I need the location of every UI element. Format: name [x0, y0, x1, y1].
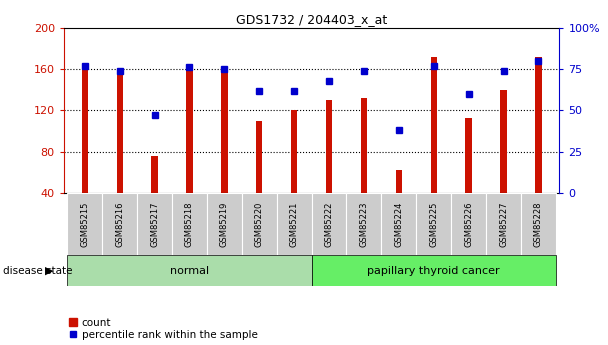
- Bar: [500, 90, 506, 193]
- Text: papillary thyroid cancer: papillary thyroid cancer: [367, 266, 500, 276]
- Bar: [277, 193, 311, 255]
- Bar: [381, 193, 416, 255]
- Title: GDS1732 / 204403_x_at: GDS1732 / 204403_x_at: [236, 13, 387, 27]
- Bar: [521, 193, 556, 255]
- Text: disease state: disease state: [3, 266, 72, 276]
- Bar: [67, 193, 102, 255]
- Bar: [535, 57, 542, 193]
- Bar: [242, 193, 277, 255]
- Text: GSM85226: GSM85226: [464, 201, 473, 247]
- Bar: [311, 255, 556, 286]
- Text: GSM85228: GSM85228: [534, 201, 543, 247]
- Bar: [347, 193, 381, 255]
- Bar: [207, 193, 242, 255]
- Text: GSM85219: GSM85219: [220, 201, 229, 247]
- Text: GSM85225: GSM85225: [429, 201, 438, 247]
- Bar: [361, 98, 367, 193]
- Bar: [451, 193, 486, 255]
- Text: GSM85216: GSM85216: [115, 201, 124, 247]
- Bar: [430, 57, 437, 193]
- Text: GSM85220: GSM85220: [255, 201, 264, 247]
- Bar: [221, 68, 227, 193]
- Bar: [67, 255, 311, 286]
- Text: GSM85222: GSM85222: [325, 201, 334, 247]
- Bar: [466, 118, 472, 193]
- Text: ▶: ▶: [45, 266, 54, 276]
- Text: GSM85218: GSM85218: [185, 201, 194, 247]
- Bar: [326, 100, 332, 193]
- Legend: count, percentile rank within the sample: count, percentile rank within the sample: [69, 318, 257, 340]
- Bar: [416, 193, 451, 255]
- Bar: [311, 193, 347, 255]
- Bar: [256, 121, 263, 193]
- Bar: [291, 110, 297, 193]
- Text: GSM85221: GSM85221: [289, 201, 299, 247]
- Bar: [81, 66, 88, 193]
- Bar: [137, 193, 172, 255]
- Text: GSM85224: GSM85224: [395, 201, 403, 247]
- Text: GSM85227: GSM85227: [499, 201, 508, 247]
- Text: normal: normal: [170, 266, 209, 276]
- Bar: [186, 68, 193, 193]
- Bar: [151, 156, 157, 193]
- Bar: [486, 193, 521, 255]
- Bar: [117, 74, 123, 193]
- Bar: [396, 170, 402, 193]
- Text: GSM85223: GSM85223: [359, 201, 368, 247]
- Text: GSM85215: GSM85215: [80, 201, 89, 247]
- Bar: [102, 193, 137, 255]
- Bar: [172, 193, 207, 255]
- Text: GSM85217: GSM85217: [150, 201, 159, 247]
